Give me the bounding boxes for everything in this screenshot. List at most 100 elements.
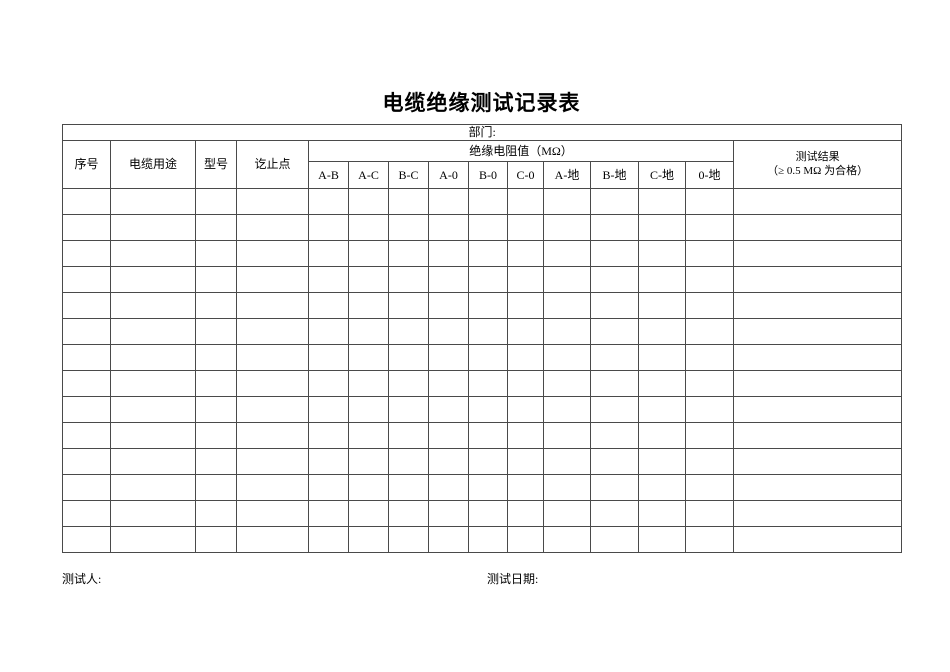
empty-cell[interactable]: [428, 292, 469, 319]
empty-cell[interactable]: [590, 292, 639, 319]
empty-cell[interactable]: [348, 318, 389, 345]
empty-cell[interactable]: [195, 266, 237, 293]
empty-cell[interactable]: [590, 344, 639, 371]
empty-cell[interactable]: [428, 448, 469, 475]
empty-cell[interactable]: [685, 188, 734, 215]
empty-cell[interactable]: [732, 422, 903, 449]
empty-cell[interactable]: [732, 292, 903, 319]
empty-cell[interactable]: [110, 422, 196, 449]
empty-cell[interactable]: [507, 370, 544, 397]
empty-cell[interactable]: [236, 266, 309, 293]
empty-cell[interactable]: [62, 500, 111, 527]
empty-cell[interactable]: [468, 370, 508, 397]
empty-cell[interactable]: [543, 448, 591, 475]
empty-cell[interactable]: [685, 240, 734, 267]
empty-cell[interactable]: [507, 526, 544, 553]
empty-cell[interactable]: [543, 292, 591, 319]
empty-cell[interactable]: [638, 500, 686, 527]
empty-cell[interactable]: [428, 318, 469, 345]
empty-cell[interactable]: [468, 448, 508, 475]
empty-cell[interactable]: [236, 370, 309, 397]
empty-cell[interactable]: [110, 448, 196, 475]
empty-cell[interactable]: [468, 344, 508, 371]
empty-cell[interactable]: [590, 422, 639, 449]
empty-cell[interactable]: [388, 526, 429, 553]
empty-cell[interactable]: [685, 500, 734, 527]
empty-cell[interactable]: [685, 448, 734, 475]
empty-cell[interactable]: [732, 240, 903, 267]
empty-cell[interactable]: [590, 474, 639, 501]
empty-cell[interactable]: [507, 500, 544, 527]
empty-cell[interactable]: [638, 318, 686, 345]
empty-cell[interactable]: [543, 214, 591, 241]
empty-cell[interactable]: [638, 370, 686, 397]
empty-cell[interactable]: [110, 344, 196, 371]
empty-cell[interactable]: [685, 422, 734, 449]
empty-cell[interactable]: [428, 422, 469, 449]
empty-cell[interactable]: [685, 266, 734, 293]
empty-cell[interactable]: [195, 422, 237, 449]
empty-cell[interactable]: [732, 370, 903, 397]
empty-cell[interactable]: [388, 188, 429, 215]
empty-cell[interactable]: [308, 318, 349, 345]
empty-cell[interactable]: [62, 318, 111, 345]
empty-cell[interactable]: [62, 344, 111, 371]
empty-cell[interactable]: [388, 214, 429, 241]
empty-cell[interactable]: [468, 474, 508, 501]
empty-cell[interactable]: [468, 318, 508, 345]
empty-cell[interactable]: [638, 526, 686, 553]
empty-cell[interactable]: [308, 500, 349, 527]
empty-cell[interactable]: [638, 188, 686, 215]
empty-cell[interactable]: [428, 526, 469, 553]
empty-cell[interactable]: [308, 422, 349, 449]
empty-cell[interactable]: [685, 292, 734, 319]
empty-cell[interactable]: [388, 422, 429, 449]
empty-cell[interactable]: [195, 370, 237, 397]
empty-cell[interactable]: [236, 500, 309, 527]
empty-cell[interactable]: [468, 240, 508, 267]
empty-cell[interactable]: [638, 344, 686, 371]
empty-cell[interactable]: [308, 240, 349, 267]
empty-cell[interactable]: [110, 188, 196, 215]
empty-cell[interactable]: [195, 318, 237, 345]
empty-cell[interactable]: [685, 396, 734, 423]
empty-cell[interactable]: [428, 214, 469, 241]
empty-cell[interactable]: [590, 188, 639, 215]
empty-cell[interactable]: [685, 474, 734, 501]
empty-cell[interactable]: [590, 240, 639, 267]
empty-cell[interactable]: [195, 474, 237, 501]
empty-cell[interactable]: [507, 344, 544, 371]
empty-cell[interactable]: [732, 474, 903, 501]
empty-cell[interactable]: [507, 188, 544, 215]
empty-cell[interactable]: [236, 214, 309, 241]
empty-cell[interactable]: [236, 240, 309, 267]
empty-cell[interactable]: [195, 500, 237, 527]
empty-cell[interactable]: [543, 474, 591, 501]
empty-cell[interactable]: [732, 188, 903, 215]
empty-cell[interactable]: [62, 188, 111, 215]
empty-cell[interactable]: [590, 396, 639, 423]
empty-cell[interactable]: [110, 526, 196, 553]
empty-cell[interactable]: [308, 474, 349, 501]
empty-cell[interactable]: [348, 422, 389, 449]
empty-cell[interactable]: [308, 266, 349, 293]
empty-cell[interactable]: [348, 240, 389, 267]
empty-cell[interactable]: [62, 370, 111, 397]
department-field[interactable]: 部门:: [61, 124, 903, 141]
empty-cell[interactable]: [732, 214, 903, 241]
empty-cell[interactable]: [348, 370, 389, 397]
empty-cell[interactable]: [638, 214, 686, 241]
empty-cell[interactable]: [236, 474, 309, 501]
empty-cell[interactable]: [236, 526, 309, 553]
empty-cell[interactable]: [468, 500, 508, 527]
empty-cell[interactable]: [590, 214, 639, 241]
empty-cell[interactable]: [388, 318, 429, 345]
empty-cell[interactable]: [388, 500, 429, 527]
empty-cell[interactable]: [543, 500, 591, 527]
empty-cell[interactable]: [590, 526, 639, 553]
empty-cell[interactable]: [507, 448, 544, 475]
empty-cell[interactable]: [308, 396, 349, 423]
empty-cell[interactable]: [507, 214, 544, 241]
empty-cell[interactable]: [236, 448, 309, 475]
empty-cell[interactable]: [348, 474, 389, 501]
